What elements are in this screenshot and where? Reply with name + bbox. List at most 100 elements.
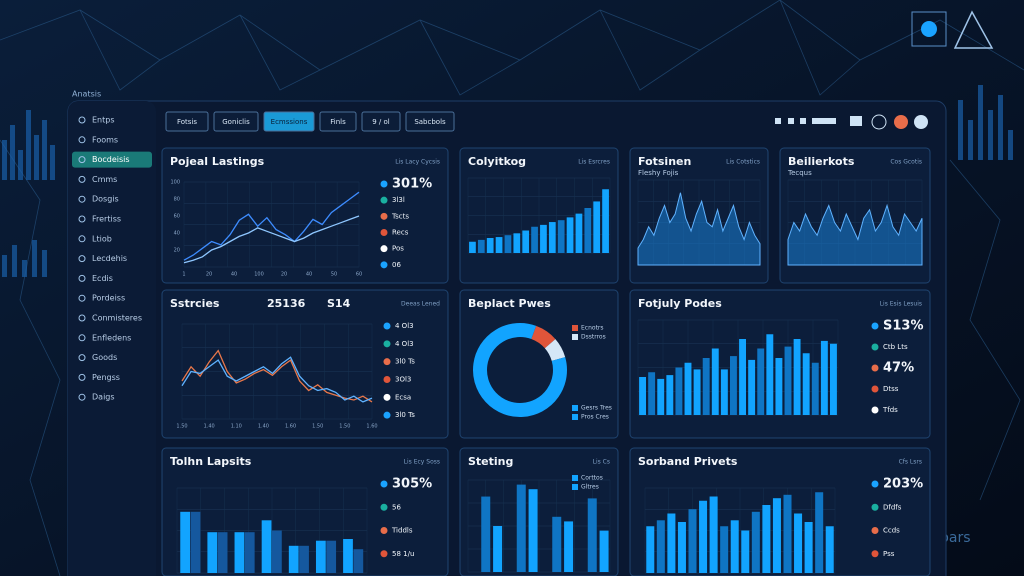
sidebar-item[interactable]: Lecdehis bbox=[92, 254, 127, 263]
bar bbox=[599, 530, 609, 572]
tab-label[interactable]: 9 / ol bbox=[372, 118, 390, 126]
icon[interactable] bbox=[788, 118, 794, 124]
sidebar-item[interactable]: Daigs bbox=[92, 393, 115, 402]
tab-label[interactable]: Finls bbox=[330, 118, 346, 126]
tab-label[interactable]: Goniclis bbox=[222, 118, 250, 126]
donut-segment bbox=[544, 339, 566, 362]
tab[interactable] bbox=[405, 111, 455, 132]
sidebar-item[interactable]: Frertiss bbox=[92, 215, 121, 224]
panel: Pojeal Lastings Lis Lacy Cycsis 100 80 60 40 2… bbox=[161, 147, 449, 284]
sidebar-item[interactable]: Entps bbox=[92, 116, 115, 125]
bar bbox=[751, 511, 760, 573]
side-stat: 47% bbox=[883, 361, 914, 376]
x-tick-label: 1.40 bbox=[204, 424, 215, 430]
bar bbox=[353, 549, 364, 573]
bar bbox=[531, 226, 538, 253]
bar bbox=[762, 505, 771, 573]
bar bbox=[584, 208, 592, 253]
sidebar-item[interactable]: Goods bbox=[92, 353, 117, 362]
sidebar-icon bbox=[78, 215, 86, 223]
x-tick-label: 1.50 bbox=[339, 424, 350, 430]
bar bbox=[481, 496, 491, 572]
sidebar-item[interactable]: Enfledens bbox=[92, 333, 131, 342]
side-stat: Recs bbox=[392, 229, 409, 237]
side-bullet bbox=[871, 406, 879, 414]
sidebar-icon bbox=[78, 195, 86, 203]
side-bullet bbox=[380, 212, 388, 220]
x-tick-label: 20 bbox=[206, 272, 212, 278]
bar bbox=[548, 222, 556, 253]
icon[interactable] bbox=[812, 118, 836, 124]
x-tick-label: 100 bbox=[254, 272, 264, 278]
watermark: pars bbox=[940, 530, 971, 546]
avatar[interactable] bbox=[894, 115, 908, 129]
panel-title: Colyitkog bbox=[468, 155, 526, 168]
bar bbox=[234, 532, 245, 573]
panel-subtitle: Cfs Lsrs bbox=[899, 459, 922, 466]
sidebar-item[interactable]: Conmisteres bbox=[92, 314, 142, 323]
tab[interactable] bbox=[263, 111, 315, 132]
tab[interactable] bbox=[165, 111, 209, 132]
sidebar-item[interactable]: Pengss bbox=[92, 373, 120, 382]
y-tick-label: 100 bbox=[170, 180, 180, 186]
legend-swatch bbox=[572, 334, 578, 340]
bar bbox=[528, 489, 538, 572]
bar bbox=[667, 513, 676, 573]
tab-label[interactable]: Ecmssions bbox=[271, 118, 308, 126]
side-bullet bbox=[383, 393, 391, 401]
bar bbox=[272, 530, 282, 573]
panel: Beplact Pwes Ecnotrs Dsstrros Gesrs Tres Pro… bbox=[459, 289, 619, 439]
icon[interactable] bbox=[914, 115, 928, 129]
bar bbox=[757, 348, 765, 415]
panel: Fotjuly Podes Lis Esis Lesuis S13% Ctb Lts 4… bbox=[629, 289, 931, 439]
x-tick-label: 1.50 bbox=[176, 424, 187, 430]
sidebar-item[interactable]: Ltiob bbox=[92, 234, 112, 243]
bar bbox=[709, 496, 718, 573]
panel: Steting Lis Cs Corttos Gltres bbox=[459, 447, 619, 576]
sidebar-item[interactable]: Cmms bbox=[92, 175, 117, 184]
legend-swatch bbox=[572, 484, 578, 490]
bar bbox=[513, 233, 521, 253]
legend-label: Pros Cres bbox=[581, 414, 609, 421]
bar bbox=[720, 526, 729, 573]
bar bbox=[784, 346, 792, 415]
bar bbox=[720, 369, 728, 415]
side-stat: Tfds bbox=[882, 406, 898, 414]
bar bbox=[540, 224, 547, 253]
sidebar-icon bbox=[78, 294, 86, 302]
bar bbox=[693, 369, 701, 415]
icon[interactable] bbox=[800, 118, 806, 124]
icon[interactable] bbox=[850, 116, 862, 126]
tab-label[interactable]: Sabcbols bbox=[414, 118, 446, 126]
legend-swatch bbox=[572, 405, 578, 411]
tab[interactable] bbox=[319, 111, 357, 132]
bar bbox=[648, 372, 656, 415]
panel-subtitle: Cos Gcotis bbox=[890, 159, 922, 166]
icon[interactable] bbox=[871, 114, 887, 130]
bar bbox=[587, 498, 597, 572]
sidebar-item[interactable]: Fooms bbox=[92, 135, 118, 144]
bar bbox=[657, 378, 665, 415]
sidebar-item[interactable]: Ecdis bbox=[92, 274, 113, 283]
tab[interactable] bbox=[213, 111, 259, 132]
icon[interactable] bbox=[775, 118, 781, 124]
sidebar-item[interactable]: Pordeiss bbox=[92, 294, 125, 303]
side-bullet bbox=[383, 411, 391, 419]
tab[interactable] bbox=[361, 111, 401, 132]
bar bbox=[469, 241, 476, 253]
bar bbox=[699, 500, 708, 573]
side-bullet bbox=[380, 503, 388, 511]
sidebar-item[interactable]: Bocdeisis bbox=[92, 155, 130, 164]
sidebar-item[interactable]: Dosgis bbox=[92, 195, 119, 204]
x-tick-label: 60 bbox=[356, 272, 362, 278]
bar bbox=[639, 377, 646, 415]
side-bullet bbox=[871, 503, 879, 511]
sidebar-icon bbox=[78, 255, 86, 263]
y-tick-label: 60 bbox=[174, 214, 180, 220]
headline-stat: 25136 bbox=[267, 297, 306, 310]
legend-label: Dsstrros bbox=[581, 334, 606, 341]
bar bbox=[702, 358, 710, 415]
bar bbox=[217, 532, 228, 573]
tab-label[interactable]: Fotsis bbox=[177, 118, 197, 126]
